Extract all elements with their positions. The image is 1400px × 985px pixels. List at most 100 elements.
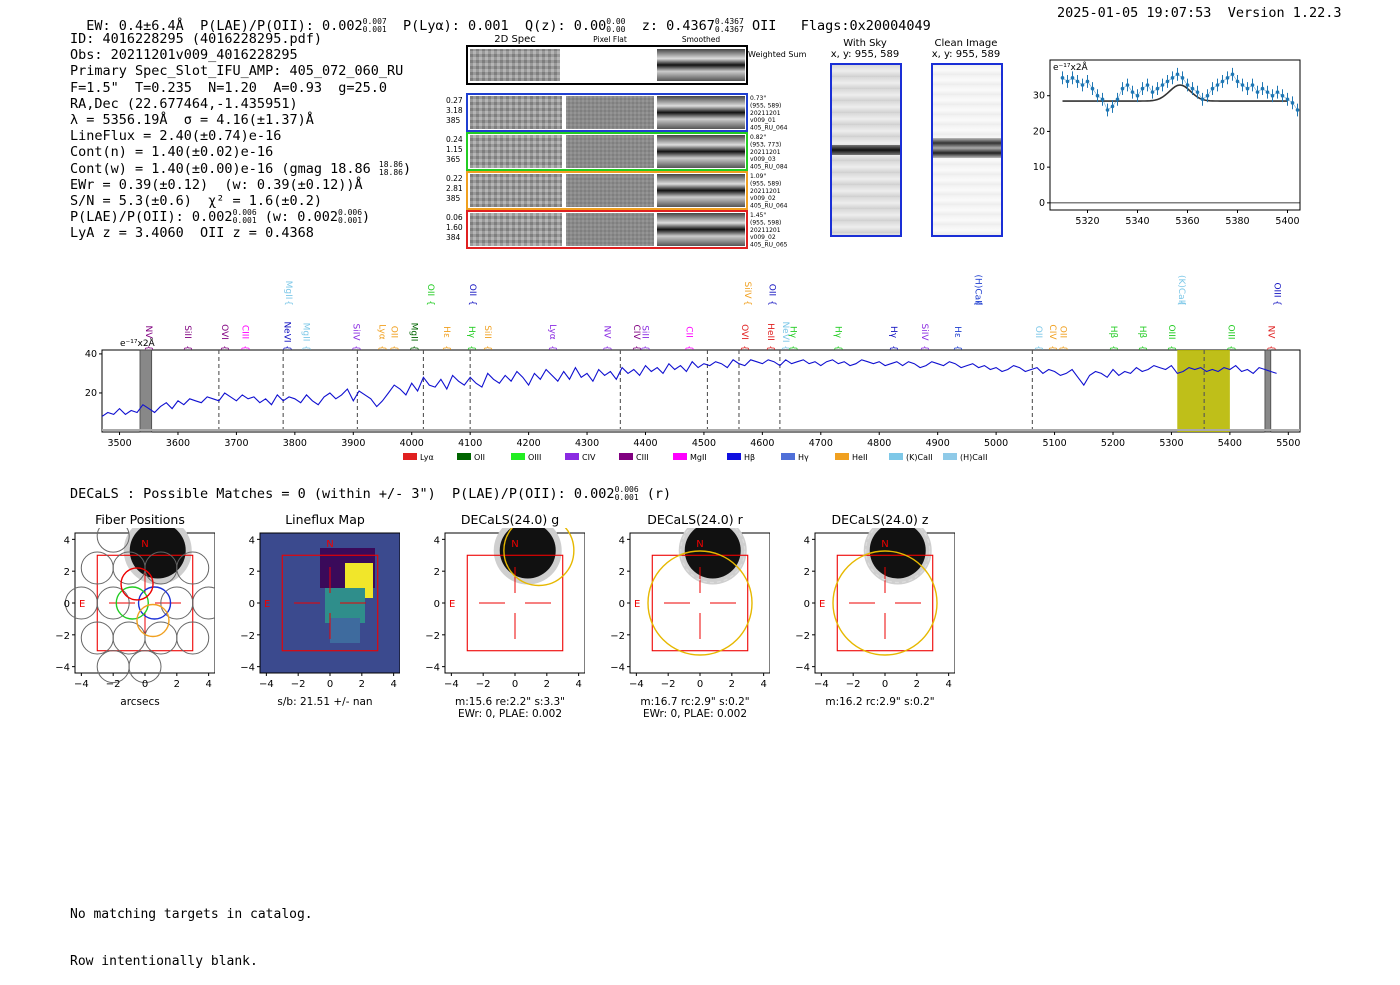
info-obs: Obs: 20211201v009_4016228295 xyxy=(70,47,298,64)
spectral-line-bracket: { xyxy=(683,345,693,351)
full-xtick-label: 5200 xyxy=(1101,438,1125,449)
legend-label: Hγ xyxy=(798,453,809,462)
with-sky-trace xyxy=(832,145,900,155)
fiber-circle xyxy=(192,586,215,620)
panel-title: DECaLS(24.0) r xyxy=(647,512,743,527)
header-z-line: OII xyxy=(751,18,777,34)
full-xtick-label: 4300 xyxy=(575,438,599,449)
panel-ytick-label: 0 xyxy=(434,599,440,610)
panel-ytick-label: −4 xyxy=(55,663,70,674)
cutout-stat: 0.22 xyxy=(446,174,463,183)
spectral-line-label-top: OII xyxy=(425,284,435,296)
panel-caption-line-1: s/b: 21.51 +/- nan xyxy=(277,696,373,708)
zoom-ytick-label: 0 xyxy=(1039,198,1045,209)
spectral-line-label: MgII xyxy=(301,323,311,342)
star-aperture xyxy=(680,528,746,584)
zoom-data-line xyxy=(1062,73,1298,111)
panel-ytick-label: 0 xyxy=(64,599,70,610)
full-ytick-label: 20 xyxy=(85,388,97,399)
header-plae: P(LAE)/P(OII): 0.002 xyxy=(200,18,363,34)
header-z: z: 0.4367 xyxy=(641,18,715,34)
spectral-line-label: OIII xyxy=(1226,324,1236,339)
spectral-line-label: OVI xyxy=(219,324,229,340)
cutout-meta: 0.73" xyxy=(750,95,766,102)
with-sky-label: With Sky xyxy=(843,38,887,49)
north-label: N xyxy=(141,539,148,550)
full-xtick-label: 4500 xyxy=(692,438,716,449)
cutout-smooth-image xyxy=(657,174,745,207)
panel-xtick-label: 0 xyxy=(512,679,518,690)
cutouts-svg: 2D Spec Pixel Flat Smoothed Weighted Sum… xyxy=(446,34,806,249)
spectral-line-bracket: { xyxy=(766,300,776,306)
spectral-line-label: SiIV xyxy=(350,323,360,341)
panel-ytick-label: 0 xyxy=(249,599,255,610)
panel-xtick-label: −4 xyxy=(629,679,644,690)
cutout-meta: v009_02 xyxy=(750,234,776,241)
panel-ytick-label: 0 xyxy=(804,599,810,610)
target-box xyxy=(651,554,749,652)
cutout-smooth-image xyxy=(657,96,745,129)
panel-caption: m:16.2 rc:2.9" s:0.2" xyxy=(805,696,955,708)
zoom-fit-curve xyxy=(1062,84,1288,102)
with-sky-image xyxy=(830,63,902,237)
fiber-circle xyxy=(96,586,130,620)
bright-star xyxy=(499,528,556,579)
spectral-line-label: Hγ xyxy=(832,326,842,339)
spectral-line-bracket: { xyxy=(482,345,492,351)
panel-image: N E −4 −4 −2 −2 0 0 2 2 4 4 xyxy=(240,532,400,690)
panel-xtick-label: 4 xyxy=(205,679,211,690)
spectral-line-label: OVI xyxy=(739,324,749,340)
spectral-line-label: Hβ xyxy=(1108,326,1118,339)
panel-ytick-label: 2 xyxy=(434,567,440,578)
panel-title: DECaLS(24.0) g xyxy=(460,512,560,527)
north-label: N xyxy=(511,539,518,550)
full-ylabel: e⁻¹⁷x2Å xyxy=(120,337,156,349)
decals-summary-tail: (r) xyxy=(646,486,672,502)
cutout-meta: 20211201 xyxy=(750,110,781,117)
east-label: E xyxy=(634,599,640,610)
cutout-meta: 405_RU_064 xyxy=(750,125,788,132)
footer: No matching targets in catalog. Row inte… xyxy=(70,876,313,985)
clean-title: Clean Image x, y: 955, 589 xyxy=(920,38,1012,60)
panel-xtick-label: 2 xyxy=(729,679,735,690)
header-qz-lo: 0.00 xyxy=(606,25,626,34)
info-contn: Cont(n) = 1.40(±0.02)e-16 xyxy=(70,144,274,161)
spectral-line-bracket: { xyxy=(441,345,451,351)
info-plae-w: (w: 0.002 xyxy=(264,209,338,226)
cutout-flat-image xyxy=(566,135,654,168)
legend-swatch xyxy=(457,453,471,460)
full-xtick-label: 3600 xyxy=(166,438,190,449)
cutout-meta: 1.45" xyxy=(750,212,766,219)
header-flags: Flags:0x20004049 xyxy=(800,18,931,34)
legend-swatch xyxy=(565,453,579,460)
panel-ytick-label: 4 xyxy=(64,535,70,546)
east-label: E xyxy=(79,599,85,610)
full-xtick-label: 3900 xyxy=(341,438,365,449)
spectral-line-label: SiII xyxy=(640,325,650,339)
with-sky-xy: x, y: 955, 589 xyxy=(830,49,900,60)
spectral-line-label: NeVI xyxy=(281,321,291,342)
full-xtick-label: 5000 xyxy=(984,438,1008,449)
panel-ytick-label: −4 xyxy=(240,663,255,674)
clean-xy: x, y: 955, 589 xyxy=(931,49,1001,60)
full-xtick-label: 3800 xyxy=(283,438,307,449)
east-label: E xyxy=(449,599,455,610)
info-lineflux: LineFlux = 2.40(±0.74)e-16 xyxy=(70,128,282,145)
legend-swatch xyxy=(511,453,525,460)
north-label: N xyxy=(326,539,333,550)
panel-ytick-label: 2 xyxy=(804,567,810,578)
panel-title: DECaLS(24.0) z xyxy=(831,512,929,527)
panel-ytick-label: 0 xyxy=(619,599,625,610)
fiber-highlight xyxy=(136,603,170,638)
spectral-line-bracket: { xyxy=(283,300,293,306)
panel-ytick-label: −2 xyxy=(610,631,625,642)
panel-xtick-label: −2 xyxy=(476,679,491,690)
cutout-2d-image xyxy=(470,213,562,246)
spectral-line-bracket: { xyxy=(1047,345,1057,351)
spectral-line-bracket: { xyxy=(239,345,249,351)
legend-swatch xyxy=(727,453,741,460)
version: Version 1.22.3 xyxy=(1227,5,1342,21)
panel-ytick-label: −2 xyxy=(795,631,810,642)
header-z-hi: 0.4367 xyxy=(714,17,744,26)
spectral-line-label-top: SiIV xyxy=(742,281,752,299)
